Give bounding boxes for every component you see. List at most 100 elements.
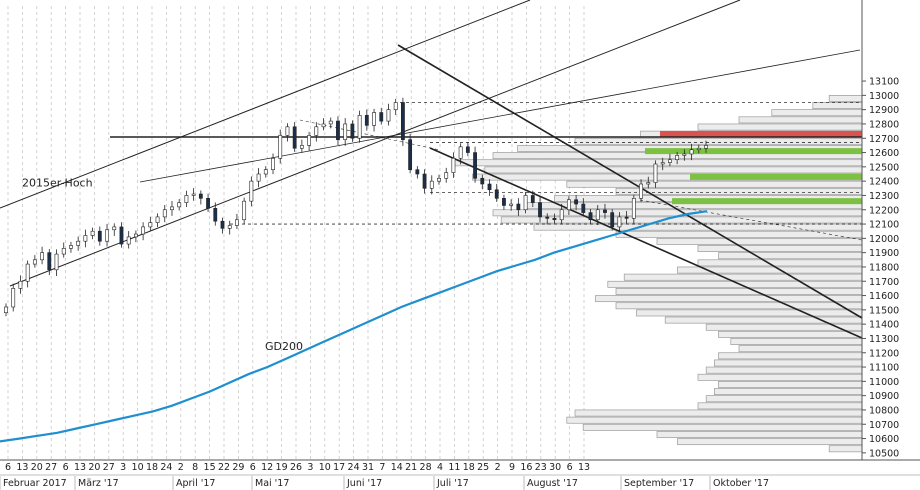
volume-bar (718, 252, 863, 260)
candle-body (285, 126, 290, 136)
volume-bar (697, 373, 863, 381)
volume-bar (623, 273, 863, 281)
y-tick-label: 11200 (869, 348, 899, 359)
candle-body (90, 230, 95, 236)
volume-bar (714, 388, 863, 396)
volume-bar (697, 123, 863, 131)
candle-body (595, 209, 600, 221)
y-tick-label: 10900 (869, 391, 899, 402)
volume-bar (574, 137, 863, 145)
x-tick-label: 19 (276, 462, 288, 473)
candle-body (610, 212, 615, 228)
candle-body (235, 219, 239, 226)
candle-body (660, 162, 665, 165)
y-tick-label: 12300 (869, 191, 899, 202)
x-tick-label: 20 (88, 462, 100, 473)
x-tick-label: 24 (160, 462, 172, 473)
volume-bar (828, 445, 863, 453)
candle-body (18, 280, 23, 289)
volume-bar (582, 423, 863, 431)
y-tick-label: 12400 (869, 177, 899, 188)
y-tick-label: 11900 (869, 248, 899, 259)
candle-body (4, 306, 8, 314)
candle-body (465, 146, 470, 153)
candle-body (675, 155, 680, 161)
y-tick-label: 12500 (869, 162, 899, 173)
candle-body (97, 230, 102, 242)
x-tick-label: 2 (178, 462, 184, 473)
candle-body (668, 159, 672, 163)
month-label: Mai '17 (255, 478, 289, 489)
candle-body (444, 172, 449, 179)
candle-body (40, 252, 44, 261)
candle-body (458, 146, 463, 159)
y-tick-label: 12900 (869, 105, 899, 116)
candle-body (25, 263, 30, 282)
x-tick-label: 18 (463, 462, 475, 473)
month-label: April '17 (176, 478, 215, 489)
candle-body (328, 120, 333, 125)
month-label: August '17 (527, 478, 578, 489)
volume-bar (615, 288, 863, 295)
volume-bar (566, 180, 863, 188)
trend-line (9, 0, 741, 287)
y-tick-label: 12200 (869, 205, 899, 216)
candle-body (141, 226, 146, 235)
candle-body (299, 145, 304, 149)
volume-bar (636, 309, 863, 317)
candle-body (552, 218, 557, 221)
candle-body (502, 198, 506, 206)
y-tick-label: 11100 (869, 363, 899, 374)
volume-bar (718, 330, 863, 338)
candle-body (480, 177, 485, 185)
zone-bar (672, 198, 862, 205)
volume-bar (697, 259, 863, 267)
candle-body (494, 189, 499, 199)
volume-bar (664, 316, 863, 324)
month-label: Juni '17 (346, 478, 382, 489)
x-tick-label: 27 (45, 462, 57, 473)
x-tick-label: 2 (495, 462, 501, 473)
volume-bar (828, 94, 863, 102)
candle-body (617, 216, 622, 228)
candle-body (603, 209, 607, 213)
candle-body (242, 200, 247, 221)
x-tick-label: 30 (549, 462, 561, 473)
candle-body (357, 115, 362, 139)
volume-bar (812, 102, 863, 110)
volume-bar (566, 416, 863, 424)
month-label: März '17 (78, 478, 119, 489)
candle-body (401, 102, 405, 140)
candle-body (271, 157, 275, 171)
y-tick-label: 11000 (869, 377, 899, 388)
annotation-2015-high: 2015er-Hoch (22, 177, 93, 190)
y-tick-label: 13100 (869, 77, 899, 88)
x-tick-label: 8 (192, 462, 198, 473)
x-tick-label: 18 (146, 462, 158, 473)
x-tick-label: 3 (120, 462, 126, 473)
candle-body (213, 208, 218, 222)
y-tick-label: 12700 (869, 134, 899, 145)
candle-body (206, 198, 210, 209)
month-label: Juli '17 (436, 478, 469, 489)
x-tick-label: 21 (405, 462, 417, 473)
y-tick-label: 13000 (869, 91, 899, 102)
x-tick-label: 28 (420, 462, 432, 473)
candle-body (372, 112, 376, 126)
candle-body (631, 198, 636, 219)
x-tick-label: 23 (535, 462, 547, 473)
volume-bar (656, 238, 863, 245)
candle-body (509, 203, 514, 206)
candle-body (292, 126, 297, 149)
candle-body (133, 233, 138, 238)
x-tick-label: 27 (103, 462, 115, 473)
y-tick-label: 11400 (869, 320, 899, 331)
volume-bar (705, 366, 863, 374)
candle-body (256, 173, 261, 182)
volume-bar (771, 109, 863, 117)
x-tick-label: 25 (477, 462, 489, 473)
y-tick-label: 10700 (869, 420, 899, 431)
candle-body (54, 253, 59, 271)
candle-body (350, 123, 355, 139)
candle-body (278, 135, 283, 159)
